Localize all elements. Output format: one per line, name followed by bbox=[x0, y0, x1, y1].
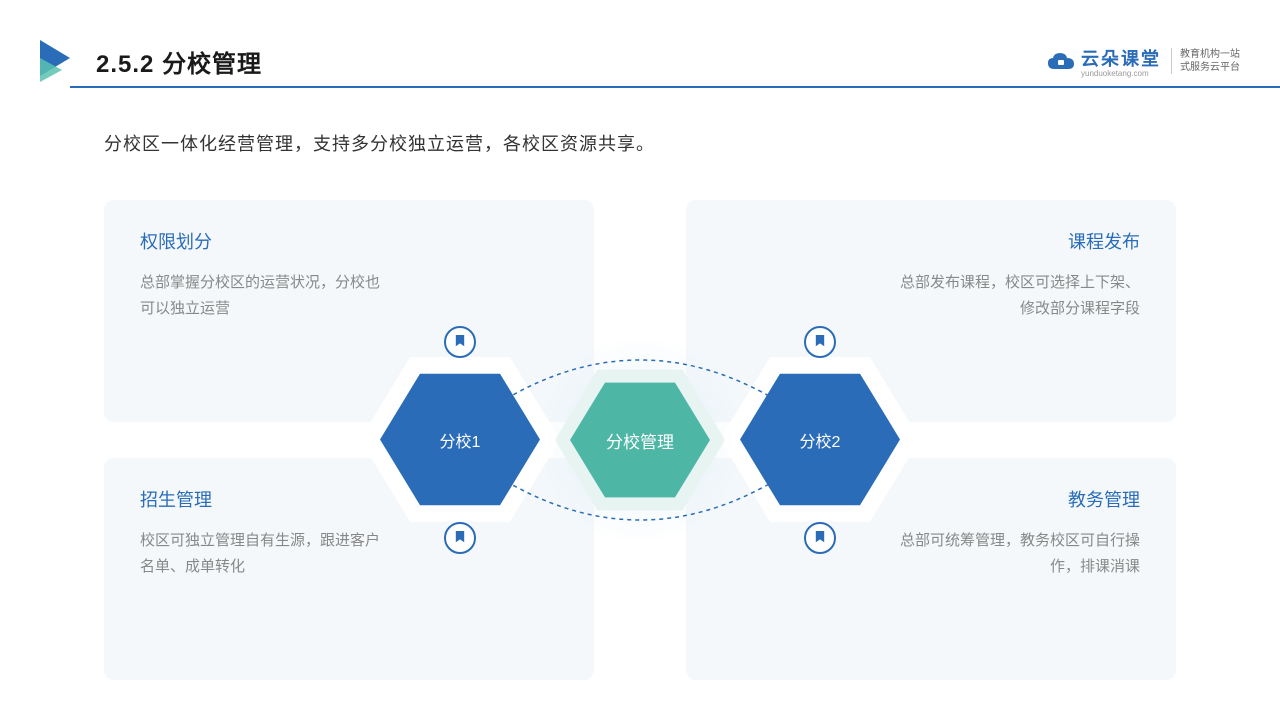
play-icon bbox=[40, 40, 76, 82]
logo-text: 云朵课堂 bbox=[1081, 45, 1161, 71]
diagram-container: 权限划分 总部掌握分校区的运营状况，分校也可以独立运营 课程发布 总部发布课程，… bbox=[104, 200, 1176, 680]
bookmark-icon bbox=[444, 522, 476, 554]
page-subtitle: 分校区一体化经营管理，支持多分校独立运营，各校区资源共享。 bbox=[104, 130, 655, 156]
bookmark-icon bbox=[804, 326, 836, 358]
logo-main: 云朵课堂 yunduoketang.com bbox=[1047, 45, 1161, 78]
card-title: 权限划分 bbox=[140, 228, 558, 254]
center-diagram: 分校1 分校2 分校管理 bbox=[340, 300, 940, 580]
bookmark-icon bbox=[804, 522, 836, 554]
title-underline bbox=[70, 86, 1280, 88]
section-title: 2.5.2 分校管理 bbox=[96, 44, 262, 79]
dashed-connector-top bbox=[440, 310, 840, 430]
dashed-connector-bottom bbox=[440, 450, 840, 570]
page-header: 2.5.2 分校管理 云朵课堂 yunduoketang.com 教育机构一站 … bbox=[40, 40, 1240, 82]
section-number: 2.5.2 bbox=[96, 51, 154, 78]
card-title: 课程发布 bbox=[722, 228, 1140, 254]
logo-tagline: 教育机构一站 式服务云平台 bbox=[1171, 48, 1240, 74]
cloud-icon bbox=[1047, 51, 1075, 71]
section-name: 分校管理 bbox=[162, 51, 262, 78]
logo-area: 云朵课堂 yunduoketang.com 教育机构一站 式服务云平台 bbox=[1047, 45, 1240, 78]
title-area: 2.5.2 分校管理 bbox=[40, 40, 262, 82]
bookmark-icon bbox=[444, 326, 476, 358]
